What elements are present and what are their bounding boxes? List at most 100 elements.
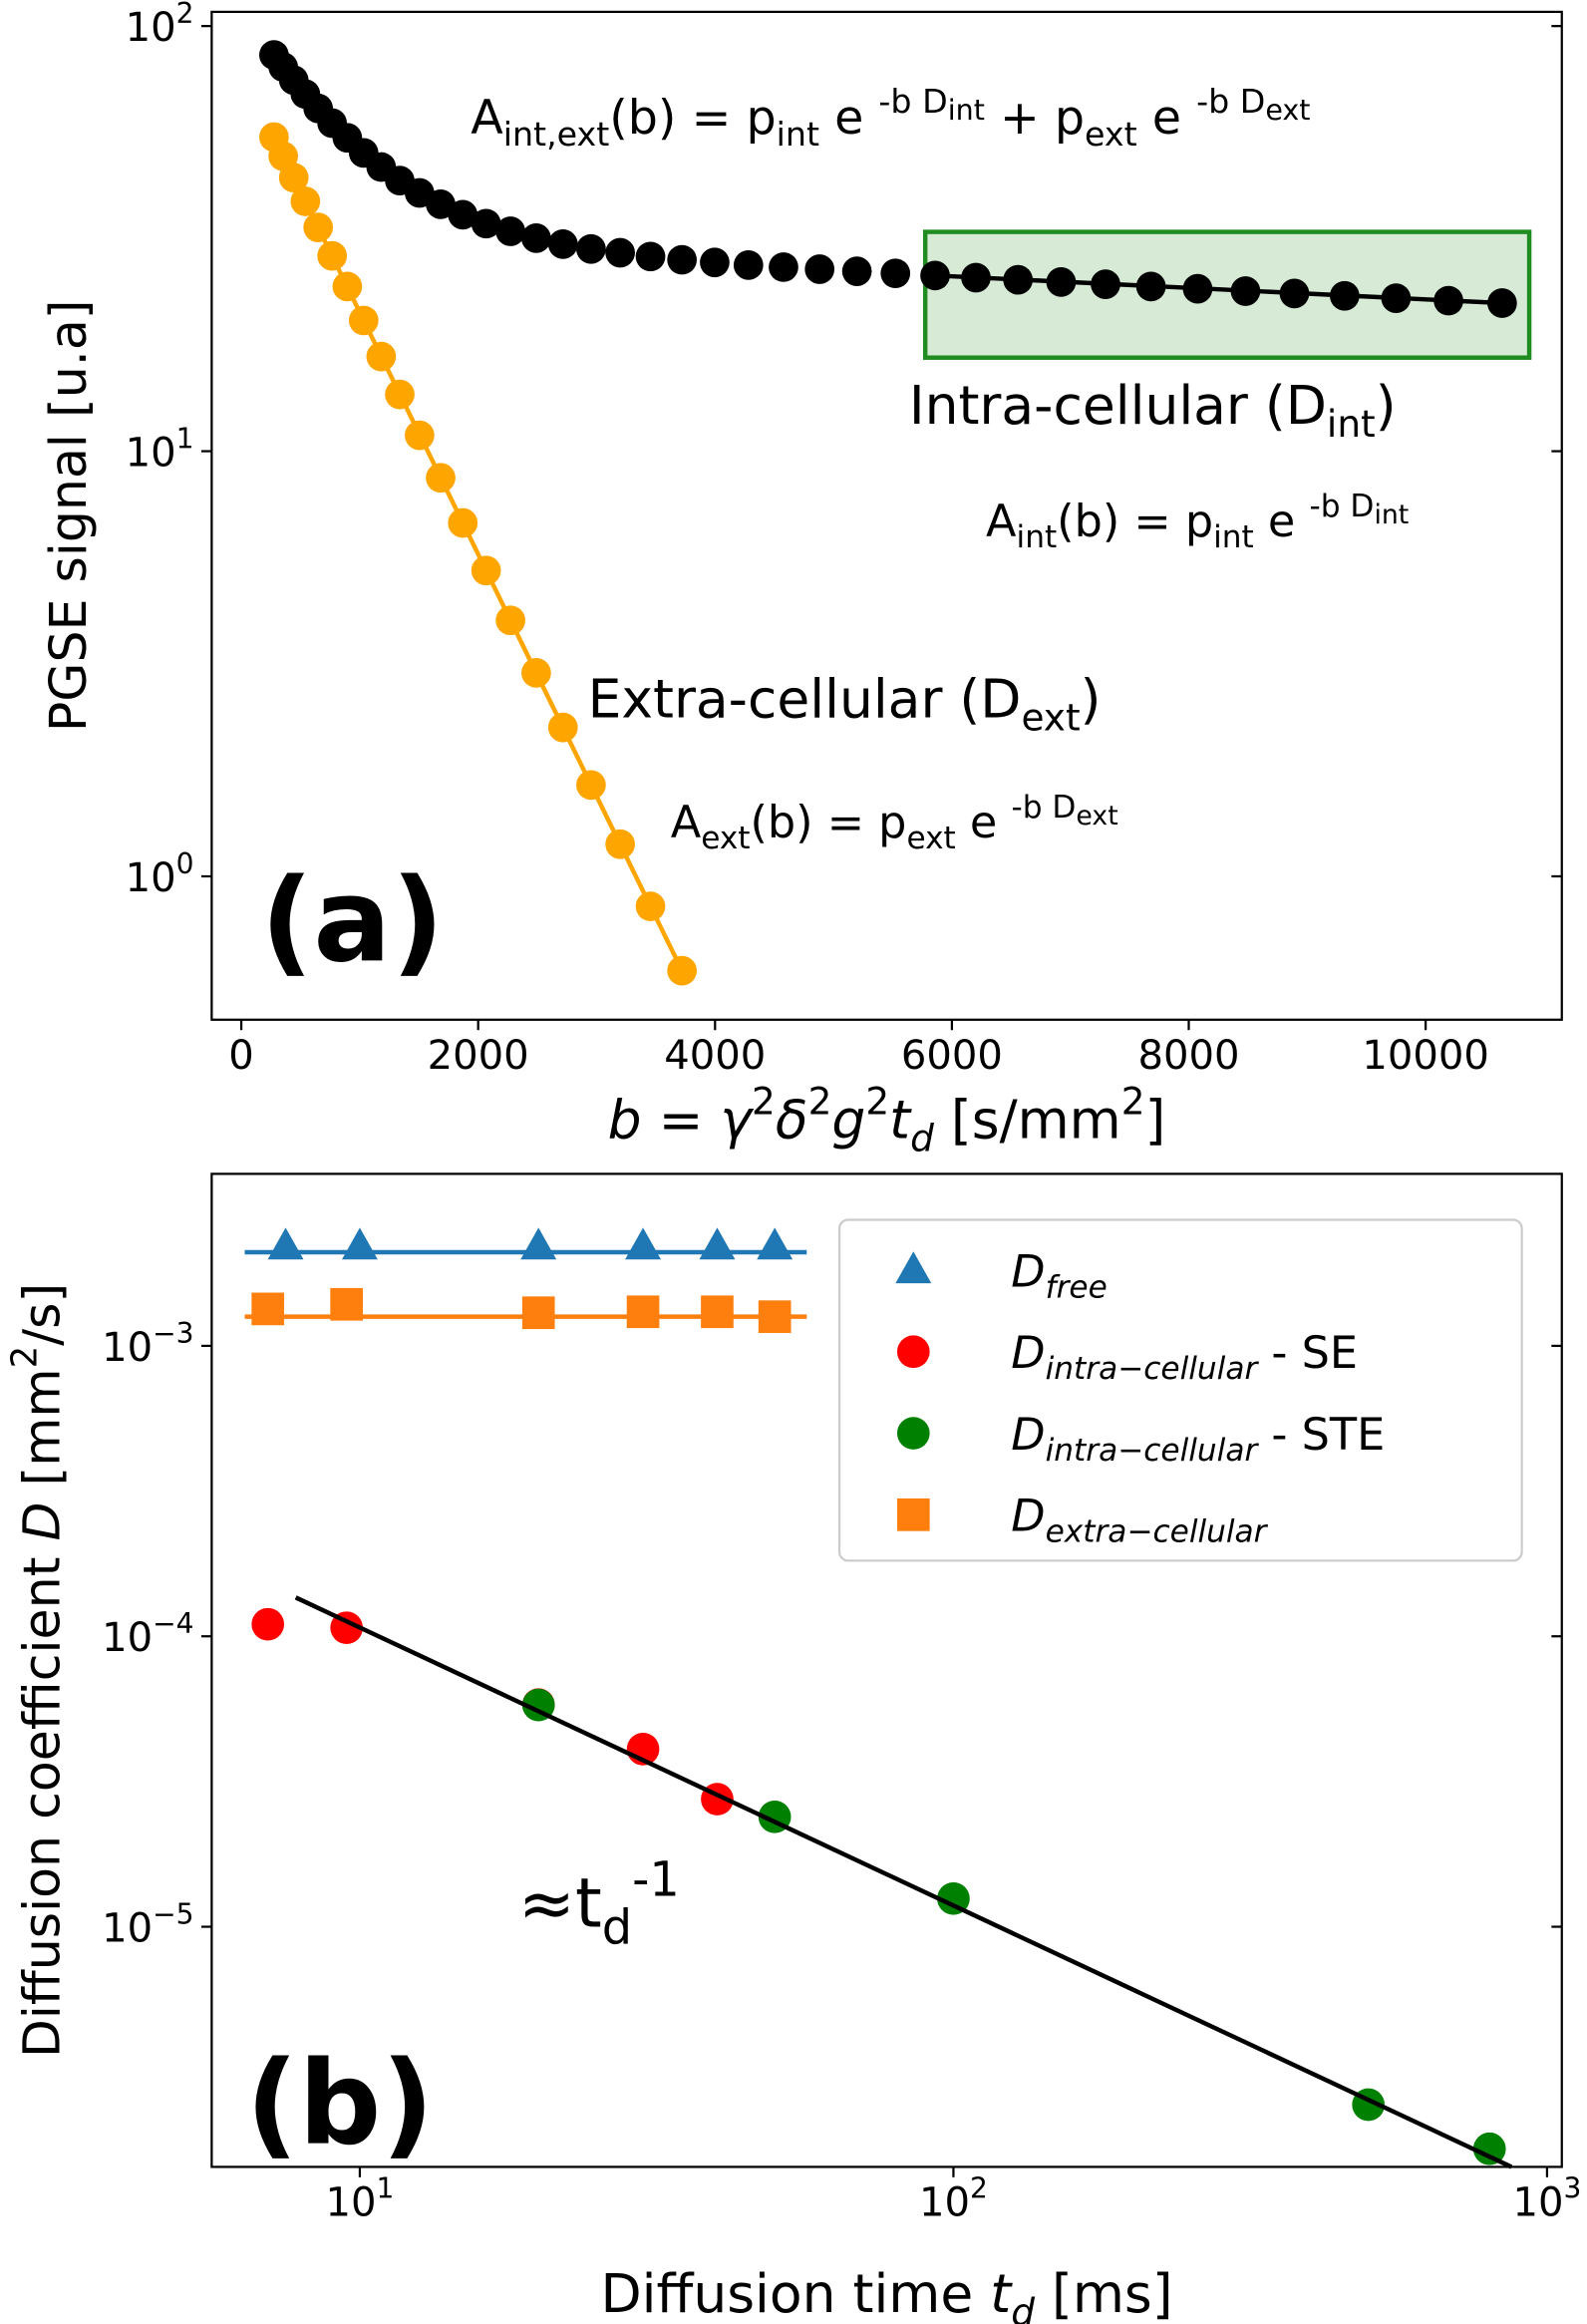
x-tick-label: 0 xyxy=(228,1033,254,1079)
x-axis-label-part: 2 xyxy=(808,1080,832,1124)
annotation-part: ≈t xyxy=(518,1865,602,1944)
data-point xyxy=(920,260,950,291)
y-tick-label-part: −5 xyxy=(153,1897,193,1930)
data-point xyxy=(625,1227,662,1260)
data-point xyxy=(495,216,525,246)
annotation-part: ext xyxy=(906,821,955,856)
x-axis-label-part: g xyxy=(831,1089,865,1152)
legend-label-part: D xyxy=(1011,1327,1045,1379)
annotation: Aext(b) = pext e -b Dext xyxy=(671,790,1118,856)
x-tick-label-part: 10 xyxy=(1512,2179,1563,2225)
legend-box xyxy=(837,1218,1523,1562)
annotation-part: -b D xyxy=(878,81,947,120)
y-tick-label: 100 xyxy=(126,847,194,901)
y-axis-label-part: PGSE signal [u.a] xyxy=(39,300,98,733)
y-tick-label-part: 10 xyxy=(126,430,176,476)
highlight-box xyxy=(922,229,1532,360)
data-point xyxy=(667,244,697,275)
data-point xyxy=(251,1292,285,1326)
x-axis-label-part: Diffusion time xyxy=(600,2262,990,2324)
data-point xyxy=(937,1881,970,1915)
annotation-part: Intra-cellular (D xyxy=(909,374,1327,437)
x-tick-label: 4000 xyxy=(664,1033,766,1079)
legend-label-part: intra−cellular xyxy=(1046,1433,1260,1469)
y-axis-label-part: 2 xyxy=(5,1346,46,1369)
legend-marker xyxy=(896,1335,930,1369)
annotation-part: e xyxy=(819,91,878,146)
data-point xyxy=(804,254,835,284)
fit-line xyxy=(294,1595,1513,2169)
legend-label-part: - STE xyxy=(1257,1409,1385,1461)
x-tick-label-part: 8000 xyxy=(1138,1033,1240,1079)
y-tick-label-part: 2 xyxy=(176,0,194,30)
y-tick-label-part: 10 xyxy=(102,1615,153,1661)
data-point xyxy=(701,1295,734,1329)
y-tick-label-part: 10 xyxy=(126,5,176,51)
x-tick-label-part: 0 xyxy=(228,1033,254,1079)
legend-label-part: free xyxy=(1046,1270,1108,1306)
legend-marker xyxy=(896,1417,930,1450)
x-axis-label-part: t xyxy=(889,1089,912,1152)
annotation-part: ) xyxy=(1081,667,1102,730)
annotation-part: ext xyxy=(1021,696,1080,740)
panel-label: (b) xyxy=(246,2037,435,2171)
x-axis-label-part: [s/mm xyxy=(934,1089,1121,1152)
data-point xyxy=(267,1227,304,1260)
y-tick-label: 101 xyxy=(126,422,194,476)
y-axis-label-part: /s] xyxy=(12,1283,71,1346)
x-tick-label-part: 3 xyxy=(1564,2171,1582,2204)
legend-label-part: - SE xyxy=(1257,1327,1358,1379)
x-axis-label-part: [ms] xyxy=(1035,2262,1173,2324)
data-point xyxy=(426,188,456,219)
y-tick-label-part: 10 xyxy=(102,1325,153,1371)
y-axis-label: PGSE signal [u.a] xyxy=(39,300,98,733)
annotation-part: int xyxy=(777,115,819,154)
y-tick-label: 102 xyxy=(126,0,194,51)
panel-label-part: (b) xyxy=(246,2037,435,2171)
x-axis-label-part: d xyxy=(910,1117,934,1161)
annotation-part: int xyxy=(1374,499,1409,530)
annotation-part: -b D xyxy=(1196,81,1265,120)
fit-line xyxy=(271,136,685,972)
x-tick-label-part: 2 xyxy=(970,2171,988,2204)
data-point xyxy=(635,241,666,272)
x-tick-label-part: 1 xyxy=(377,2171,395,2204)
x-axis-label: b = γ2δ2g2td [s/mm2] xyxy=(608,1080,1166,1161)
x-tick-label: 6000 xyxy=(901,1033,1003,1079)
legend-label-part: D xyxy=(1011,1491,1045,1542)
x-tick-label-part: 4000 xyxy=(664,1033,766,1079)
data-point xyxy=(251,1607,285,1641)
x-axis-label-part: γ xyxy=(720,1089,754,1152)
y-axis-label: Diffusion coefficient D [mm2/s] xyxy=(5,1283,72,2058)
annotation-part: int xyxy=(1017,519,1058,555)
legend-marker xyxy=(896,1497,930,1531)
y-tick-label-part: 0 xyxy=(176,847,194,880)
data-point xyxy=(521,1296,555,1330)
x-tick-label-part: 10 xyxy=(919,2179,970,2225)
y-axis-label-part: [mm xyxy=(12,1368,71,1501)
x-tick-label: 103 xyxy=(1512,2171,1581,2225)
annotation-part: ext xyxy=(1085,115,1137,154)
x-tick-label-part: 6000 xyxy=(901,1033,1003,1079)
annotation-part: ext xyxy=(1265,94,1310,127)
x-tick-label-part: 2000 xyxy=(428,1033,529,1079)
data-point xyxy=(626,1295,660,1329)
y-axis-label-part: Diffusion coefficient xyxy=(12,1540,71,2058)
annotation-part: A xyxy=(986,496,1017,547)
data-point xyxy=(841,256,872,286)
x-axis-label-part: ] xyxy=(1145,1089,1166,1152)
x-axis-label-part: = xyxy=(642,1089,721,1152)
legend-label: Dintra−cellular - STE xyxy=(1011,1409,1385,1469)
data-point xyxy=(605,237,635,268)
x-axis-label-part: t xyxy=(990,2262,1013,2324)
annotation-part: (b) = p xyxy=(1057,496,1213,547)
panel-label: (a) xyxy=(260,853,444,988)
annotation: ≈td-1 xyxy=(518,1853,680,1956)
data-point xyxy=(341,1227,378,1260)
x-axis-label-part: 2 xyxy=(1121,1080,1145,1124)
legend-marker xyxy=(895,1251,932,1284)
legend-label: Dextra−cellular xyxy=(1011,1491,1268,1550)
annotation-part: A xyxy=(471,91,503,146)
